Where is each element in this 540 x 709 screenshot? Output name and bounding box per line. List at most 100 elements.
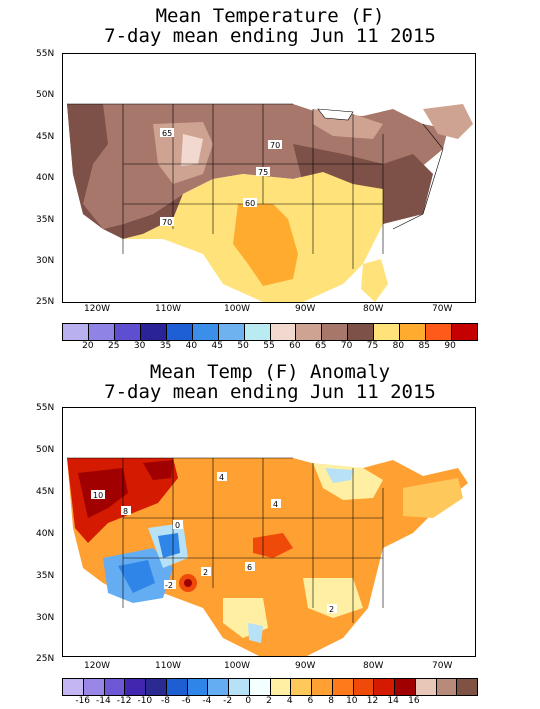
lon-label: 70W (432, 661, 453, 671)
colorbar-tick-label: 10 (346, 696, 358, 706)
colorbar-tick-label: 30 (133, 341, 146, 351)
colorbar-temperature-labels: 20 25 30 35 40 45 50 55 60 65 70 75 80 85 90 (62, 341, 476, 353)
colorbar-tick-label: -8 (161, 696, 170, 706)
colorbar-swatch (187, 679, 209, 695)
colorbar-tick-label: 16 (408, 696, 420, 706)
contour-label: 2 (203, 568, 208, 577)
colorbar-swatch (88, 324, 115, 340)
contour-label: 10 (93, 491, 103, 500)
colorbar-tick-label: -14 (96, 696, 111, 706)
colorbar-tick-label: 20 (82, 341, 94, 351)
temperature-map: 65 70 75 70 60 (62, 53, 476, 303)
colorbar-tick-label: -2 (223, 696, 233, 706)
colorbar-swatch (436, 679, 458, 695)
lon-label: 120W (84, 304, 111, 314)
lat-label: 45N (36, 132, 55, 142)
colorbar-tick-label: 6 (307, 696, 314, 706)
colorbar-swatch (270, 324, 297, 340)
colorbar-swatch (83, 679, 105, 695)
colorbar-tick-label: 25 (108, 341, 120, 351)
colorbar-swatch (426, 324, 453, 340)
map-title-1: Mean Temperature (F) (155, 5, 385, 27)
colorbar-tick-label: 50 (237, 341, 249, 351)
colorbar-tick-label: 14 (387, 696, 399, 706)
lat-label: 50N (36, 445, 55, 455)
colorbar-tick-label: -6 (181, 696, 191, 706)
colorbar-swatch (166, 679, 188, 695)
colorbar-swatch (104, 679, 126, 695)
colorbar-swatch (374, 324, 401, 340)
colorbar-tick-label: 75 (366, 341, 379, 351)
lon-label: 90W (295, 661, 316, 671)
map-subtitle-2: 7-day mean ending Jun 11 2015 (104, 381, 436, 403)
lat-label: 55N (36, 49, 55, 59)
colorbar-swatch (114, 324, 141, 340)
lat-label: 40N (36, 173, 55, 183)
colorbar-swatch (457, 679, 477, 695)
colorbar-tick-label: 45 (211, 341, 223, 351)
lat-label: 35N (36, 571, 55, 581)
lon-label: 110W (155, 661, 182, 671)
colorbar-tick-label: -16 (75, 696, 91, 706)
lat-label: 40N (36, 529, 55, 539)
colorbar-tick-label: 70 (340, 341, 353, 351)
colorbar-tick-label: 85 (418, 341, 430, 351)
colorbar-tick-label: 40 (185, 341, 198, 351)
colorbar-swatch (249, 679, 271, 695)
colorbar-tick-label: 8 (328, 696, 334, 706)
lon-label: 120W (84, 661, 111, 671)
colorbar-tick-label: 0 (245, 696, 252, 706)
colorbar-anomaly (62, 678, 478, 696)
colorbar-swatch (140, 324, 167, 340)
colorbar-anomaly-labels: -16 -14 -12 -10 -8 -6 -4 -2 0 2 4 6 8 10 12 14 16 (62, 696, 476, 708)
colorbar-tick-label: 60 (289, 341, 301, 351)
contour-label: 6 (247, 563, 252, 572)
lat-label: 30N (36, 613, 55, 623)
lon-label: 100W (224, 661, 251, 671)
colorbar-tick-label: 4 (286, 696, 293, 706)
contour-label: 70 (270, 141, 280, 150)
contour-label: 65 (162, 129, 172, 138)
colorbar-swatch (415, 679, 437, 695)
colorbar-tick-label: 80 (392, 341, 405, 351)
lon-label: 100W (224, 304, 251, 314)
lat-label: 30N (36, 256, 55, 266)
colorbar-tick-label: -10 (137, 696, 153, 706)
contour-label: 8 (123, 507, 128, 516)
anomaly-map: 10 8 4 4 6 2 2 -2 0 (62, 407, 476, 657)
colorbar-swatch (322, 324, 349, 340)
lon-label: 70W (432, 304, 453, 314)
colorbar-tick-label: 90 (444, 341, 456, 351)
colorbar-tick-label: 2 (266, 696, 272, 706)
colorbar-swatch (146, 679, 167, 695)
contour-label: 4 (219, 473, 224, 482)
colorbar-swatch (395, 679, 416, 695)
colorbar-swatch (125, 679, 146, 695)
colorbar-swatch (166, 324, 193, 340)
colorbar-swatch (63, 679, 84, 695)
colorbar-swatch (192, 324, 219, 340)
contour-label: 0 (175, 521, 180, 530)
colorbar-swatch (218, 324, 245, 340)
contour-label: 75 (258, 168, 268, 177)
lat-label: 45N (36, 487, 55, 497)
lat-label: 25N (36, 654, 55, 664)
colorbar-swatch (270, 679, 292, 695)
colorbar-swatch (291, 679, 312, 695)
colorbar-swatch (400, 324, 427, 340)
contour-label: 70 (162, 218, 172, 227)
lon-label: 90W (295, 304, 316, 314)
colorbar-tick-label: -12 (116, 696, 132, 706)
lat-label: 25N (36, 297, 55, 307)
lat-label: 50N (36, 90, 55, 100)
colorbar-swatch (452, 324, 477, 340)
lat-label: 55N (36, 403, 55, 413)
colorbar-swatch (374, 679, 395, 695)
colorbar-swatch (353, 679, 375, 695)
map-title-2: Mean Temp (F) Anomaly (149, 361, 391, 383)
contour-label: 60 (245, 199, 255, 208)
colorbar-swatch (312, 679, 333, 695)
map-subtitle-1: 7-day mean ending Jun 11 2015 (104, 25, 436, 47)
colorbar-tick-label: 35 (159, 341, 172, 351)
lon-label: 80W (363, 661, 384, 671)
